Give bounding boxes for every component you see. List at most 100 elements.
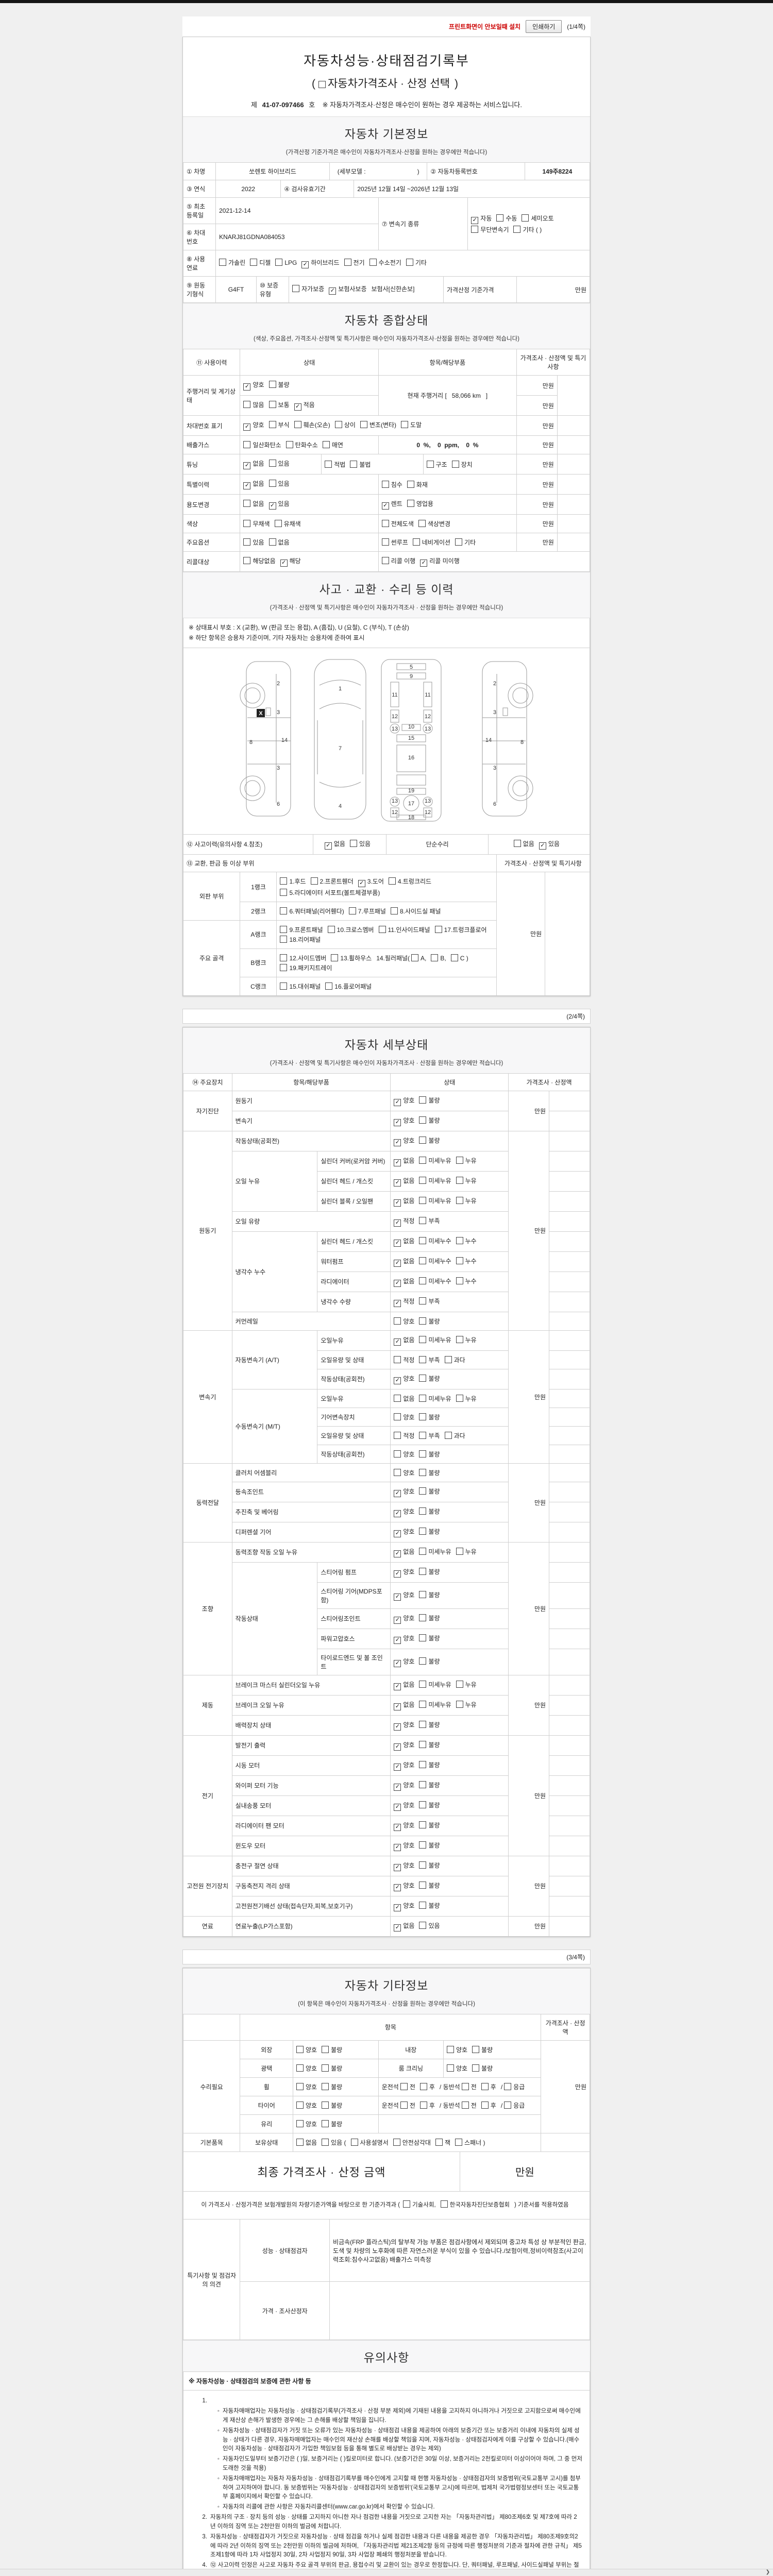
checkbox-option[interactable]: 적법: [325, 460, 345, 469]
checkbox-option[interactable]: 있음: [268, 459, 290, 468]
checkbox-option[interactable]: 변조(변타): [360, 420, 396, 429]
checkbox-option[interactable]: 양호: [394, 1881, 414, 1891]
checkbox-icon[interactable]: [504, 2082, 512, 2090]
checkbox-icon[interactable]: [243, 441, 251, 448]
checkbox-icon[interactable]: [334, 421, 342, 428]
checkbox-icon[interactable]: [268, 538, 276, 546]
checkbox-option[interactable]: 없음: [243, 499, 264, 508]
checkbox-option[interactable]: 과다: [444, 1431, 465, 1440]
checkbox-icon[interactable]: [419, 1374, 427, 1382]
checkbox-checked-icon[interactable]: [394, 1683, 401, 1690]
checkbox-icon[interactable]: [280, 982, 288, 990]
checkbox-option[interactable]: 불량: [419, 1507, 440, 1516]
checkbox-icon[interactable]: [431, 954, 439, 961]
checkbox-icon[interactable]: [419, 1567, 427, 1575]
checkbox-icon[interactable]: [325, 982, 333, 990]
checkbox-option[interactable]: 양호: [394, 1374, 414, 1384]
checkbox-option[interactable]: 사용설명서: [350, 2138, 389, 2147]
checkbox-checked-icon[interactable]: [394, 1219, 401, 1227]
checkbox-icon[interactable]: [419, 1487, 427, 1495]
checkbox-option[interactable]: 해당: [280, 556, 301, 567]
checkbox-option[interactable]: 적정: [394, 1355, 414, 1364]
checkbox-icon[interactable]: [456, 1196, 463, 1204]
checkbox-option[interactable]: 장치: [451, 460, 473, 469]
checkbox-option[interactable]: 양호: [446, 2045, 467, 2054]
checkbox-icon[interactable]: [322, 2101, 329, 2109]
checkbox-option[interactable]: 부족: [419, 1297, 440, 1306]
checkbox-icon[interactable]: [513, 839, 521, 847]
checkbox-icon[interactable]: [280, 963, 288, 971]
checkbox-checked-icon[interactable]: [394, 1239, 401, 1247]
checkbox-icon[interactable]: [419, 1116, 427, 1124]
checkbox-option[interactable]: 없음: [394, 1680, 414, 1690]
checkbox-option[interactable]: 구조: [426, 460, 447, 469]
checkbox-icon[interactable]: [285, 441, 293, 448]
checkbox-icon[interactable]: [349, 839, 357, 847]
checkbox-option[interactable]: 수소전기: [369, 258, 401, 267]
checkbox-icon[interactable]: [419, 1527, 427, 1535]
checkbox-icon[interactable]: [481, 2082, 489, 2090]
checkbox-option[interactable]: 불량: [419, 1468, 440, 1477]
checkbox-option[interactable]: 불량: [419, 1567, 440, 1576]
checkbox-icon[interactable]: [322, 2045, 329, 2053]
checkbox-option[interactable]: 불량: [419, 1841, 440, 1850]
checkbox-option[interactable]: 불량: [419, 1781, 440, 1789]
checkbox-option[interactable]: 없음: [243, 459, 264, 469]
checkbox-option[interactable]: 전체도색: [381, 519, 414, 528]
checkbox-option[interactable]: 없음: [394, 1547, 414, 1557]
checkbox-icon[interactable]: [325, 460, 332, 468]
checkbox-checked-icon[interactable]: [394, 1863, 401, 1871]
checkbox-icon[interactable]: [381, 538, 389, 546]
checkbox-icon[interactable]: [461, 2082, 469, 2090]
checkbox-checked-icon[interactable]: [243, 462, 251, 469]
checkbox-option[interactable]: 과다: [444, 1355, 465, 1364]
checkbox-option[interactable]: 미세누수: [419, 1257, 451, 1265]
checkbox-icon[interactable]: [394, 1413, 401, 1420]
checkbox-option[interactable]: 침수: [381, 480, 402, 489]
checkbox-option[interactable]: 누유: [456, 1176, 477, 1185]
checkbox-icon[interactable]: [419, 1881, 427, 1889]
checkbox-option[interactable]: 후: [481, 2101, 496, 2110]
checkbox-option[interactable]: 기타: [455, 538, 476, 547]
checkbox-option[interactable]: 미세누유: [419, 1335, 451, 1344]
checkbox-option[interactable]: 매연: [322, 440, 343, 449]
checkbox-icon[interactable]: [280, 907, 288, 914]
checkbox-icon[interactable]: [456, 1680, 463, 1688]
checkbox-option[interactable]: 불량: [419, 1614, 440, 1622]
checkbox-option[interactable]: 양호: [394, 1901, 414, 1911]
checkbox-icon[interactable]: [280, 935, 288, 943]
checkbox-checked-icon[interactable]: [394, 1159, 401, 1166]
checkbox-option[interactable]: 하이브리드: [301, 258, 340, 268]
checkbox-option[interactable]: 기타 ( ): [513, 225, 542, 234]
checkbox-option[interactable]: 양호: [296, 2120, 317, 2128]
checkbox-option[interactable]: 누유: [456, 1680, 477, 1689]
checkbox-option[interactable]: 미세누유: [419, 1700, 451, 1709]
checkbox-checked-icon[interactable]: [394, 1279, 401, 1287]
checkbox-option[interactable]: LPG: [275, 259, 297, 266]
checkbox-icon[interactable]: [455, 538, 463, 546]
checkbox-icon[interactable]: [219, 259, 227, 266]
checkbox-option[interactable]: 양호: [243, 380, 264, 391]
checkbox-option[interactable]: 8.사이드실 패널: [390, 907, 441, 916]
checkbox-option[interactable]: 있음: [349, 839, 371, 848]
checkbox-icon[interactable]: [456, 1394, 463, 1402]
checkbox-option[interactable]: C ): [450, 954, 468, 962]
checkbox-option[interactable]: 불량: [419, 1450, 440, 1459]
checkbox-option[interactable]: 누수: [456, 1236, 477, 1245]
checkbox-option[interactable]: 양호: [394, 1614, 414, 1624]
checkbox-icon[interactable]: [280, 925, 288, 933]
checkbox-option[interactable]: 상이: [334, 420, 356, 429]
checkbox-icon[interactable]: [322, 2120, 329, 2127]
checkbox-icon[interactable]: [419, 1317, 427, 1325]
checkbox-checked-icon[interactable]: [394, 1884, 401, 1891]
checkbox-icon[interactable]: [394, 1450, 401, 1458]
checkbox-icon[interactable]: [419, 1450, 427, 1458]
checkbox-option[interactable]: 전: [400, 2082, 415, 2091]
checkbox-checked-icon[interactable]: [394, 1299, 401, 1307]
checkbox-option[interactable]: 미세누유: [419, 1196, 451, 1205]
checkbox-option[interactable]: 양호: [394, 1821, 414, 1831]
checkbox-icon[interactable]: [513, 226, 521, 233]
checkbox-option[interactable]: 누유: [456, 1547, 477, 1556]
checkbox-icon[interactable]: [403, 2200, 411, 2208]
checkbox-option[interactable]: 탄화수소: [285, 440, 318, 449]
